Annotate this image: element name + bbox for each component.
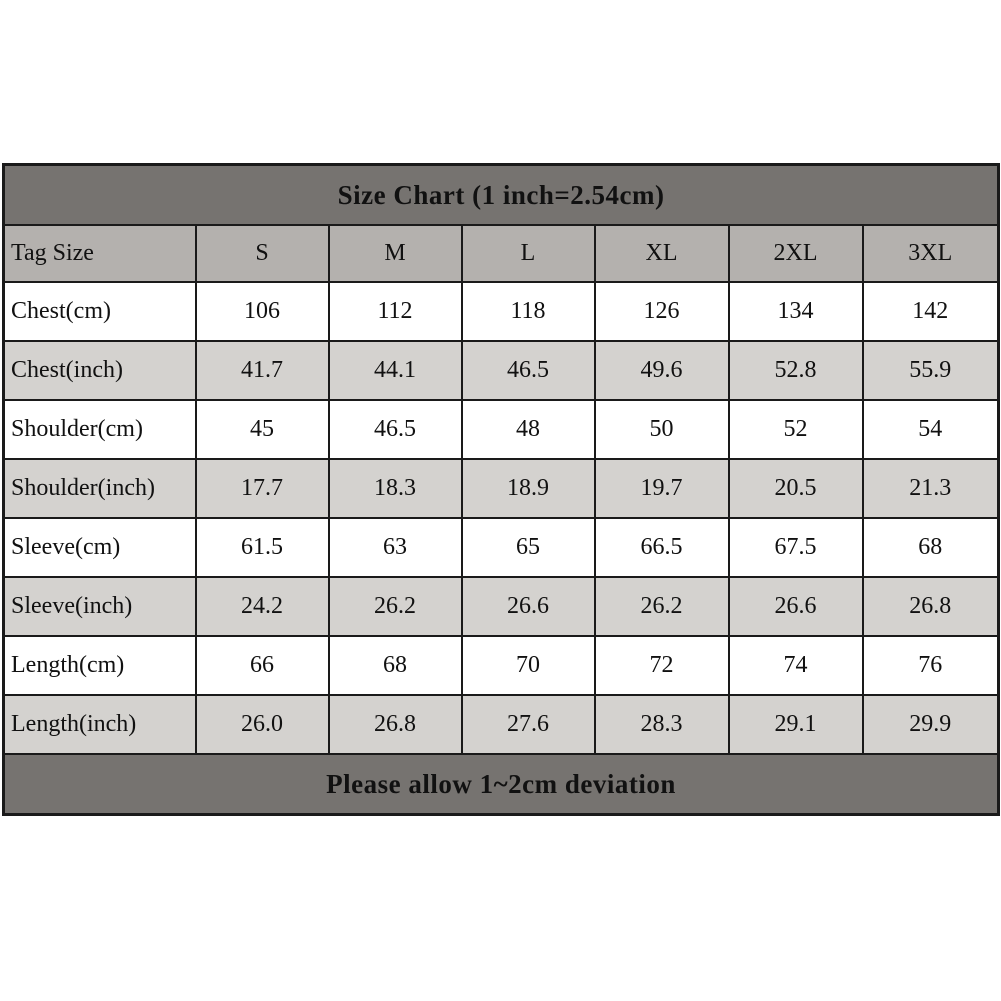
row-label: Chest(inch) xyxy=(2,340,197,401)
size-cell: 46.5 xyxy=(460,340,596,401)
table-row-shoulder-inch: Shoulder(inch) 17.7 18.3 18.9 19.7 20.5 … xyxy=(2,458,1000,519)
size-chart-table: Size Chart (1 inch=2.54cm) Tag Size S M … xyxy=(2,163,1001,816)
size-cell: 26.6 xyxy=(460,576,596,637)
size-cell: 19.7 xyxy=(593,458,730,519)
column-header-row: Tag Size S M L XL 2XL 3XL xyxy=(2,224,1000,283)
size-cell: 134 xyxy=(727,281,864,342)
size-cell: 26.8 xyxy=(861,576,1000,637)
size-cell: 67.5 xyxy=(727,517,864,578)
size-cell: 63 xyxy=(327,517,463,578)
column-header-2xl: 2XL xyxy=(727,224,864,283)
row-label: Length(cm) xyxy=(2,635,197,696)
size-cell: 46.5 xyxy=(327,399,463,460)
row-label: Sleeve(inch) xyxy=(2,576,197,637)
row-label: Length(inch) xyxy=(2,694,197,755)
size-cell: 68 xyxy=(861,517,1000,578)
size-cell: 126 xyxy=(593,281,730,342)
size-cell: 20.5 xyxy=(727,458,864,519)
size-cell: 29.9 xyxy=(861,694,1000,755)
title-row: Size Chart (1 inch=2.54cm) xyxy=(2,163,1000,226)
size-cell: 74 xyxy=(727,635,864,696)
column-header-3xl: 3XL xyxy=(861,224,1000,283)
footer-row: Please allow 1~2cm deviation xyxy=(2,753,1000,816)
size-cell: 18.9 xyxy=(460,458,596,519)
table-row-length-inch: Length(inch) 26.0 26.8 27.6 28.3 29.1 29… xyxy=(2,694,1000,755)
row-label: Sleeve(cm) xyxy=(2,517,197,578)
size-cell: 54 xyxy=(861,399,1000,460)
size-cell: 118 xyxy=(460,281,596,342)
size-cell: 48 xyxy=(460,399,596,460)
column-header-xl: XL xyxy=(593,224,730,283)
size-cell: 28.3 xyxy=(593,694,730,755)
table-title: Size Chart (1 inch=2.54cm) xyxy=(2,163,1000,226)
table-row-sleeve-cm: Sleeve(cm) 61.5 63 65 66.5 67.5 68 xyxy=(2,517,1000,578)
size-cell: 26.0 xyxy=(194,694,330,755)
size-cell: 76 xyxy=(861,635,1000,696)
size-cell: 26.6 xyxy=(727,576,864,637)
size-cell: 112 xyxy=(327,281,463,342)
size-cell: 68 xyxy=(327,635,463,696)
size-cell: 55.9 xyxy=(861,340,1000,401)
size-cell: 44.1 xyxy=(327,340,463,401)
size-cell: 18.3 xyxy=(327,458,463,519)
row-label: Shoulder(inch) xyxy=(2,458,197,519)
table-row-sleeve-inch: Sleeve(inch) 24.2 26.2 26.6 26.2 26.6 26… xyxy=(2,576,1000,637)
table-row-chest-cm: Chest(cm) 106 112 118 126 134 142 xyxy=(2,281,1000,342)
size-cell: 52.8 xyxy=(727,340,864,401)
column-header-m: M xyxy=(327,224,463,283)
size-cell: 26.2 xyxy=(327,576,463,637)
size-cell: 21.3 xyxy=(861,458,1000,519)
deviation-note: Please allow 1~2cm deviation xyxy=(2,753,1000,816)
row-label: Chest(cm) xyxy=(2,281,197,342)
column-header-l: L xyxy=(460,224,596,283)
table-row-shoulder-cm: Shoulder(cm) 45 46.5 48 50 52 54 xyxy=(2,399,1000,460)
size-cell: 26.2 xyxy=(593,576,730,637)
table-row-length-cm: Length(cm) 66 68 70 72 74 76 xyxy=(2,635,1000,696)
size-cell: 106 xyxy=(194,281,330,342)
table-row-chest-inch: Chest(inch) 41.7 44.1 46.5 49.6 52.8 55.… xyxy=(2,340,1000,401)
size-cell: 61.5 xyxy=(194,517,330,578)
size-cell: 45 xyxy=(194,399,330,460)
size-cell: 142 xyxy=(861,281,1000,342)
size-cell: 52 xyxy=(727,399,864,460)
size-cell: 41.7 xyxy=(194,340,330,401)
size-cell: 27.6 xyxy=(460,694,596,755)
row-label: Shoulder(cm) xyxy=(2,399,197,460)
size-cell: 65 xyxy=(460,517,596,578)
size-cell: 72 xyxy=(593,635,730,696)
size-cell: 49.6 xyxy=(593,340,730,401)
size-cell: 66.5 xyxy=(593,517,730,578)
size-cell: 29.1 xyxy=(727,694,864,755)
column-header-tag-size: Tag Size xyxy=(2,224,197,283)
size-cell: 70 xyxy=(460,635,596,696)
column-header-s: S xyxy=(194,224,330,283)
size-cell: 66 xyxy=(194,635,330,696)
size-cell: 26.8 xyxy=(327,694,463,755)
size-cell: 24.2 xyxy=(194,576,330,637)
size-cell: 50 xyxy=(593,399,730,460)
size-cell: 17.7 xyxy=(194,458,330,519)
